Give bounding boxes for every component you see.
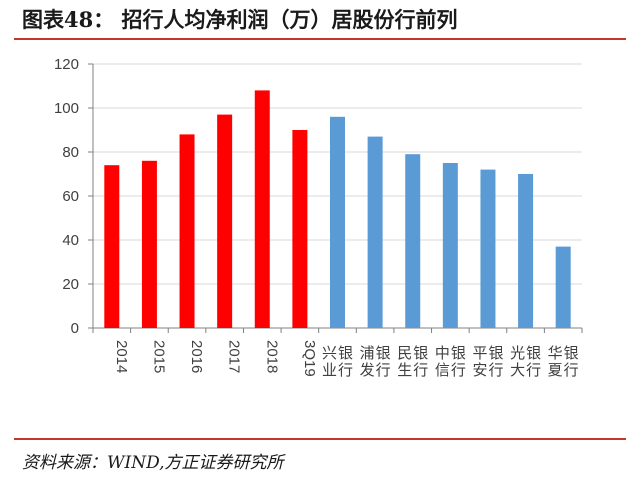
bar-2016 — [179, 134, 195, 328]
bar-光大银行 — [518, 174, 534, 328]
bar-中信银行 — [442, 163, 458, 328]
y-tick-label: 100 — [54, 100, 79, 117]
bar-平安银行 — [480, 169, 496, 328]
y-tick-label: 20 — [62, 276, 79, 293]
chart-title: 图表48： 招行人均净利润（万）居股份行前列 — [22, 7, 458, 32]
x-tick-label: 2018 — [263, 340, 280, 373]
source-divider — [14, 438, 626, 440]
bar-浦发银行 — [367, 136, 383, 328]
y-tick-label: 120 — [54, 56, 79, 73]
y-tick-label: 60 — [62, 188, 79, 205]
x-tick-label: 浦发银行 — [360, 344, 391, 379]
x-tick-label: 2017 — [226, 340, 243, 373]
bar-chart: 0 20 40 60 80 100 120 2014 2015 2016 2017 2018 3Q19… — [54, 56, 583, 379]
bar-3Q19 — [292, 130, 308, 328]
title-divider — [14, 38, 626, 40]
x-tick-label: 平安银行 — [472, 344, 503, 379]
x-tick-label: 2014 — [113, 340, 130, 373]
y-tick-label: 40 — [62, 232, 79, 249]
x-tick-label: 3Q19 — [301, 340, 318, 377]
y-tick-label: 80 — [62, 144, 79, 161]
bar-2018 — [254, 90, 270, 329]
y-tick-labels: 0 20 40 60 80 100 120 — [54, 56, 79, 337]
bar-2017 — [217, 114, 233, 328]
bar-华夏银行 — [555, 246, 571, 328]
x-tick-label: 2015 — [150, 340, 167, 373]
x-tick-label: 光大银行 — [510, 344, 541, 379]
bar-2015 — [141, 160, 157, 328]
x-tick-labels: 2014 2015 2016 2017 2018 3Q19 兴业银行浦发银行民生银行中信银行… — [113, 340, 579, 379]
x-tick-label: 民生银行 — [397, 344, 428, 379]
x-tick-label: 中信银行 — [435, 344, 466, 379]
bar-2014 — [104, 165, 120, 328]
y-tick-label: 0 — [71, 320, 79, 337]
x-tick-label: 兴业银行 — [322, 344, 353, 379]
bar-兴业银行 — [330, 116, 345, 328]
x-tick-label: 华夏银行 — [548, 344, 579, 379]
bar-民生银行 — [405, 154, 421, 328]
source-note: 资料来源：WIND,方正证券研究所 — [22, 453, 284, 473]
x-tick-label: 2016 — [188, 340, 205, 373]
bars — [104, 90, 571, 329]
